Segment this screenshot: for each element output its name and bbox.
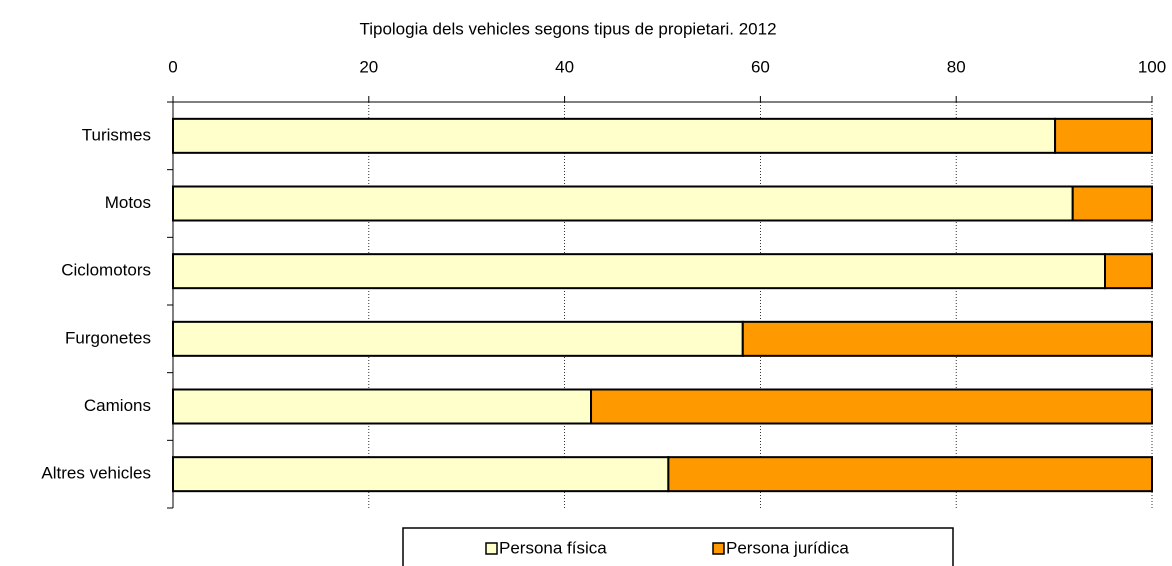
bar	[741, 320, 1153, 357]
y-tick-label: Furgonetes	[65, 328, 151, 347]
y-tick-label: Turismes	[82, 125, 151, 144]
x-tick-label: 40	[555, 57, 574, 76]
x-tick-label: 80	[947, 57, 966, 76]
y-tick-label: Camions	[84, 396, 151, 415]
chart-title: Tipologia dels vehicles segons tipus de …	[359, 19, 776, 38]
x-tick-label: 100	[1138, 57, 1166, 76]
bar	[172, 320, 744, 357]
y-tick-label: Motos	[105, 193, 151, 212]
bar	[667, 456, 1154, 493]
bar	[1104, 253, 1154, 290]
y-tick-label: Altres vehicles	[41, 464, 151, 483]
x-tick-label: 60	[751, 57, 770, 76]
bar	[1071, 185, 1154, 222]
legend-swatch	[712, 542, 725, 555]
bar	[590, 388, 1153, 425]
x-tick-label: 20	[359, 57, 378, 76]
legend-label: Persona física	[499, 538, 607, 557]
x-tick-label: 0	[168, 57, 177, 76]
bar	[172, 253, 1107, 290]
bar	[172, 117, 1057, 154]
legend-swatch	[485, 542, 498, 555]
bar	[172, 388, 593, 425]
bar	[1054, 117, 1153, 154]
y-tick-label: Ciclomotors	[61, 261, 151, 280]
bar	[172, 456, 670, 493]
legend-label: Persona jurídica	[726, 538, 849, 557]
bar	[172, 185, 1074, 222]
